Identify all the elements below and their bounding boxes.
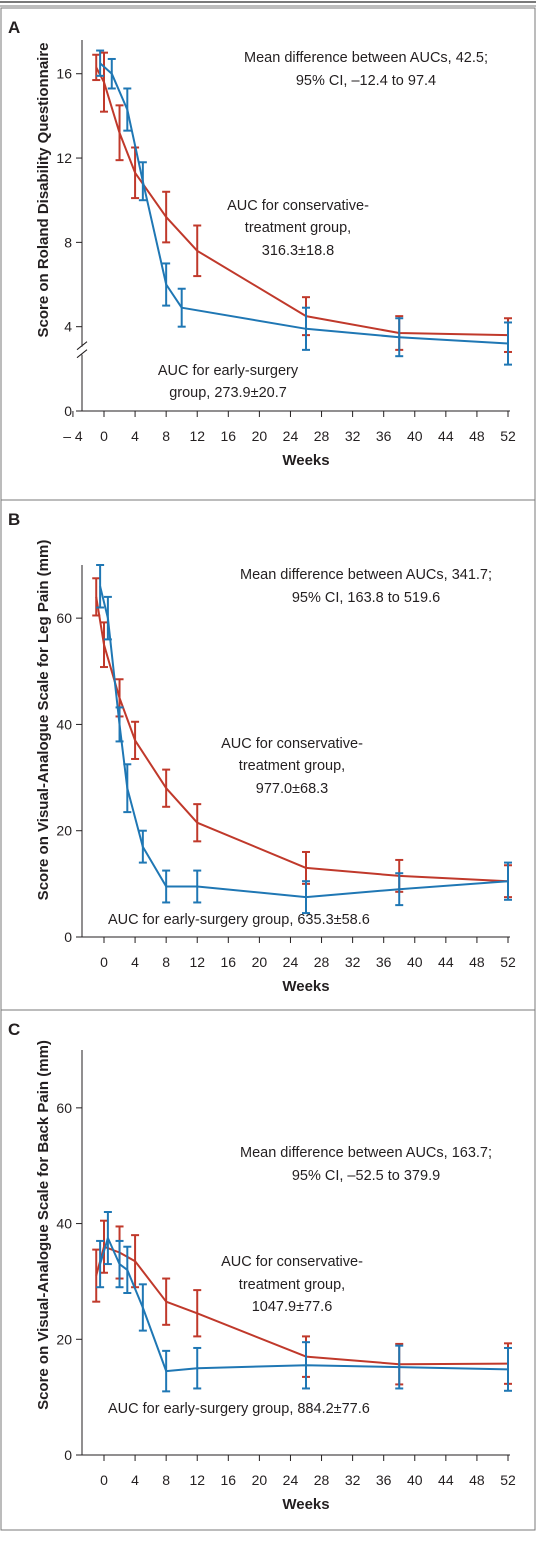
panel-b-x-tick-label: 28 <box>314 954 330 970</box>
panel-b-x-axis-label: Weeks <box>282 978 329 995</box>
panel-a-x-tick-label: 20 <box>252 428 268 444</box>
panel-a-annotation-2: 316.3±18.8 <box>262 243 334 259</box>
panel-c-x-tick-label: 32 <box>345 1472 361 1488</box>
panel-c-x-axis-label: Weeks <box>282 1496 329 1513</box>
panel-c-annotation-2: AUC for conservative- <box>221 1254 363 1270</box>
panel-a-y-axis-break-mark <box>76 349 88 359</box>
panel-b-x-tick-label: 36 <box>376 954 392 970</box>
panel-b-x-tick-label: 12 <box>189 954 205 970</box>
panel-b-y-axis-label: Score on Visual-Analogue Scale for Leg P… <box>35 540 52 901</box>
panel-b-x-tick-label: 44 <box>438 954 454 970</box>
panel-c-x-tick-label: 48 <box>469 1472 485 1488</box>
panel-c-x-tick-label: 16 <box>221 1472 237 1488</box>
panel-a-y-tick-label: 0 <box>64 403 72 419</box>
panel-b-y-tick-label: 40 <box>56 716 72 732</box>
panel-c-x-tick-label: 52 <box>500 1472 516 1488</box>
panel-c-y-tick-label: 20 <box>56 1331 72 1347</box>
panel-a-x-tick-label: – 4 <box>63 428 83 444</box>
panel-a-x-tick-label: 32 <box>345 428 361 444</box>
panel-c-annotation-1: Mean difference between AUCs, 163.7; <box>240 1145 492 1161</box>
panel-b-x-tick-label: 40 <box>407 954 423 970</box>
panel-a-x-tick-label: 0 <box>100 428 108 444</box>
panel-a-x-tick-label: 44 <box>438 428 454 444</box>
panel-c-frame <box>0 1009 536 1531</box>
panel-b-annotation-2: 977.0±68.3 <box>256 781 328 797</box>
panel-c-x-tick-label: 44 <box>438 1472 454 1488</box>
panel-c-x-tick-label: 40 <box>407 1472 423 1488</box>
panel-a-x-tick-label: 12 <box>189 428 205 444</box>
panel-b-y-tick-label: 20 <box>56 823 72 839</box>
panel-a-y-tick-label: 16 <box>56 66 72 82</box>
panel-a-x-tick-label: 52 <box>500 428 516 444</box>
panel-c-annotation-3: AUC for early-surgery group, 884.2±77.6 <box>108 1401 370 1417</box>
panel-c-x-tick-label: 24 <box>283 1472 299 1488</box>
panel-a-x-tick-label: 8 <box>162 428 170 444</box>
panel-b-x-tick-label: 52 <box>500 954 516 970</box>
panel-b-x-tick-label: 0 <box>100 954 108 970</box>
panel-a-x-tick-label: 36 <box>376 428 392 444</box>
panel-a-annotation-1: Mean difference between AUCs, 42.5; <box>244 50 488 66</box>
panel-c-x-tick-label: 28 <box>314 1472 330 1488</box>
panel-a-letter: A <box>8 18 20 37</box>
panel-a-x-tick-label: 16 <box>221 428 237 444</box>
panel-c-x-tick-label: 20 <box>252 1472 268 1488</box>
panel-c-y-tick-label: 0 <box>64 1447 72 1463</box>
panel-a-y-tick-label: 12 <box>56 150 72 166</box>
panel-b-annotation-2: treatment group, <box>239 758 345 774</box>
panel-c-x-tick-label: 12 <box>189 1472 205 1488</box>
panel-c-x-tick-label: 4 <box>131 1472 139 1488</box>
panel-a-x-tick-label: 40 <box>407 428 423 444</box>
panel-a-x-tick-label: 24 <box>283 428 299 444</box>
panel-c-annotation-2: 1047.9±77.6 <box>252 1299 333 1315</box>
panel-b-annotation-2: AUC for conservative- <box>221 736 363 752</box>
panel-b-annotation-1: 95% CI, 163.8 to 519.6 <box>292 590 440 606</box>
panel-b-x-tick-label: 16 <box>221 954 237 970</box>
panel-c-annotation-2: treatment group, <box>239 1277 345 1293</box>
panel-b-x-tick-label: 4 <box>131 954 139 970</box>
panel-a-y-axis-label: Score on Roland Disability Questionnaire <box>35 42 52 337</box>
panel-b-series-line-surgery <box>99 586 509 899</box>
panel-b-x-tick-label: 20 <box>252 954 268 970</box>
panel-c-letter: C <box>8 1020 20 1039</box>
panel-c-x-tick-label: 0 <box>100 1472 108 1488</box>
panel-a-y-tick-label: 4 <box>64 319 72 335</box>
panel-b-x-tick-label: 24 <box>283 954 299 970</box>
panel-c-y-tick-label: 60 <box>56 1100 72 1116</box>
panel-c-annotation-1: 95% CI, –52.5 to 379.9 <box>292 1168 440 1184</box>
panel-b-x-tick-label: 32 <box>345 954 361 970</box>
panel-b-y-tick-label: 60 <box>56 610 72 626</box>
panel-c-x-tick-label: 36 <box>376 1472 392 1488</box>
panel-a-annotation-2: treatment group, <box>245 220 351 236</box>
panel-a-y-axis-break-mark <box>76 341 88 351</box>
panel-c-y-axis-label: Score on Visual-Analogue Scale for Back … <box>35 1040 52 1410</box>
panel-c-x-tick-label: 8 <box>162 1472 170 1488</box>
panel-a-x-axis-label: Weeks <box>282 452 329 469</box>
panel-a-annotation-2: AUC for conservative- <box>227 198 369 214</box>
panel-b-y-tick-label: 0 <box>64 929 72 945</box>
panel-b-x-tick-label: 48 <box>469 954 485 970</box>
panel-c-series-line-surgery <box>99 1237 509 1373</box>
panel-a-x-tick-label: 4 <box>131 428 139 444</box>
panel-a-x-tick-label: 28 <box>314 428 330 444</box>
panel-a-annotation-1: 95% CI, –12.4 to 97.4 <box>296 73 436 89</box>
panel-b-annotation-1: Mean difference between AUCs, 341.7; <box>240 567 492 583</box>
panel-c-y-tick-label: 40 <box>56 1216 72 1232</box>
panel-b-letter: B <box>8 510 20 529</box>
panel-a-y-tick-label: 8 <box>64 234 72 250</box>
panel-b-annotation-3: AUC for early-surgery group, 635.3±58.6 <box>108 912 370 928</box>
panel-a-x-tick-label: 48 <box>469 428 485 444</box>
panel-b-x-tick-label: 8 <box>162 954 170 970</box>
panel-a-annotation-3: AUC for early-surgery <box>158 363 299 379</box>
panel-a-annotation-3: group, 273.9±20.7 <box>169 385 287 401</box>
